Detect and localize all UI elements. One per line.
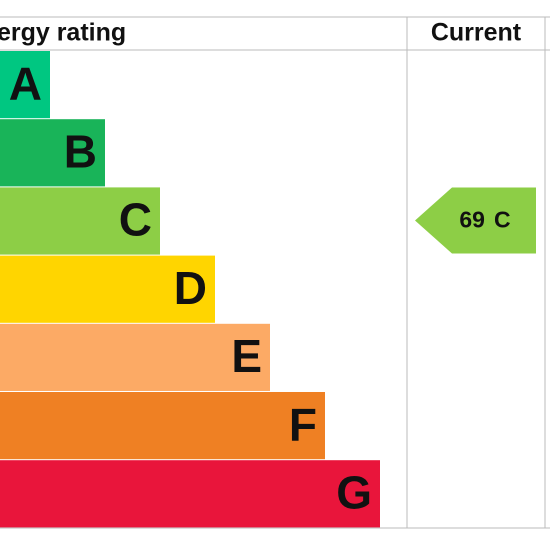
current-value: 69 (459, 207, 485, 233)
band-bar (0, 51, 50, 119)
band-letter: E (231, 330, 262, 382)
band-letter: C (119, 194, 152, 246)
band-bar (0, 255, 215, 323)
current-rating: 69 C (459, 207, 510, 233)
band-bar (0, 392, 325, 460)
band-bar (0, 460, 380, 528)
band-bar (0, 187, 160, 255)
current-arrow (415, 187, 536, 254)
header-title: Energy rating (0, 19, 126, 47)
current-band: C (494, 207, 511, 233)
band-letter: G (336, 466, 372, 518)
band-letter: D (174, 262, 207, 314)
band-bar (0, 119, 105, 187)
band-letter: F (289, 398, 317, 450)
header-current: Current (431, 19, 522, 47)
band-bar (0, 323, 270, 391)
band-letter: A (9, 57, 42, 109)
band-letter: B (64, 125, 97, 177)
